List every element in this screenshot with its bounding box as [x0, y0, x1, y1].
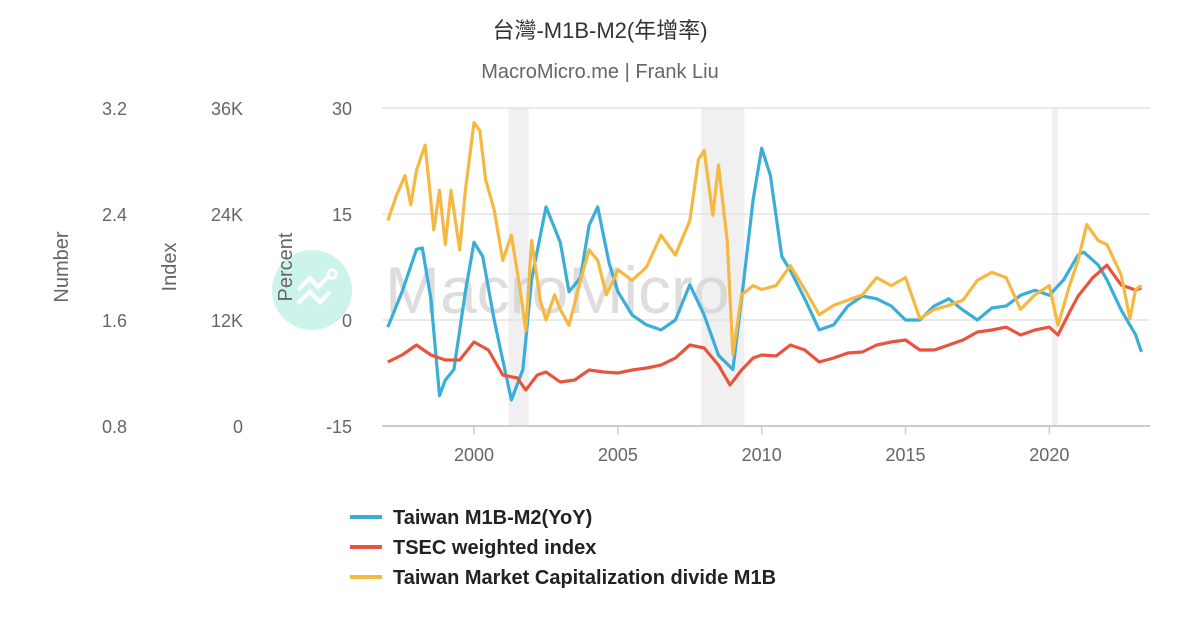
y-tick-label-percent: 0 [342, 311, 352, 331]
legend: Taiwan M1B-M2(YoY) TSEC weighted index Tai… [350, 507, 776, 589]
shaded-period [1052, 108, 1058, 426]
chart-title: 台灣-M1B-M2(年增率) [492, 18, 707, 43]
chart-subtitle: MacroMicro.me | Frank Liu [481, 61, 718, 83]
y-tick-label-index: 24K [211, 205, 243, 225]
x-tick-label: 2010 [742, 445, 782, 465]
y-tick-label-percent: -15 [326, 417, 352, 437]
watermark: MacroMicro [272, 250, 730, 330]
y-axis-title-index: Index [159, 243, 181, 292]
y-tick-label-number: 2.4 [102, 205, 127, 225]
y-tick-label-percent: 30 [332, 99, 352, 119]
y-tick-label-number: 0.8 [102, 417, 127, 437]
y-tick-label-number: 1.6 [102, 311, 127, 331]
y-tick-label-number: 3.2 [102, 99, 127, 119]
legend-label-1: TSEC weighted index [393, 537, 596, 559]
x-tick-label: 2000 [454, 445, 494, 465]
y-axis-title-number: Number [51, 231, 73, 302]
watermark-text: MacroMicro [385, 253, 730, 327]
y-tick-label-index: 12K [211, 311, 243, 331]
y-tick-label-index: 36K [211, 99, 243, 119]
y-axis-title-percent: Percent [275, 232, 297, 301]
y-tick-label-index: 0 [233, 417, 243, 437]
series-line-1 [387, 263, 1142, 392]
legend-label-0: Taiwan M1B-M2(YoY) [393, 507, 592, 529]
x-tick-label: 2005 [598, 445, 638, 465]
legend-label-2: Taiwan Market Capitalization divide M1B [393, 567, 776, 589]
x-tick-label: 2020 [1029, 445, 1069, 465]
x-tick-label: 2015 [885, 445, 925, 465]
y-tick-label-percent: 15 [332, 205, 352, 225]
series-line-2 [386, 120, 1143, 356]
